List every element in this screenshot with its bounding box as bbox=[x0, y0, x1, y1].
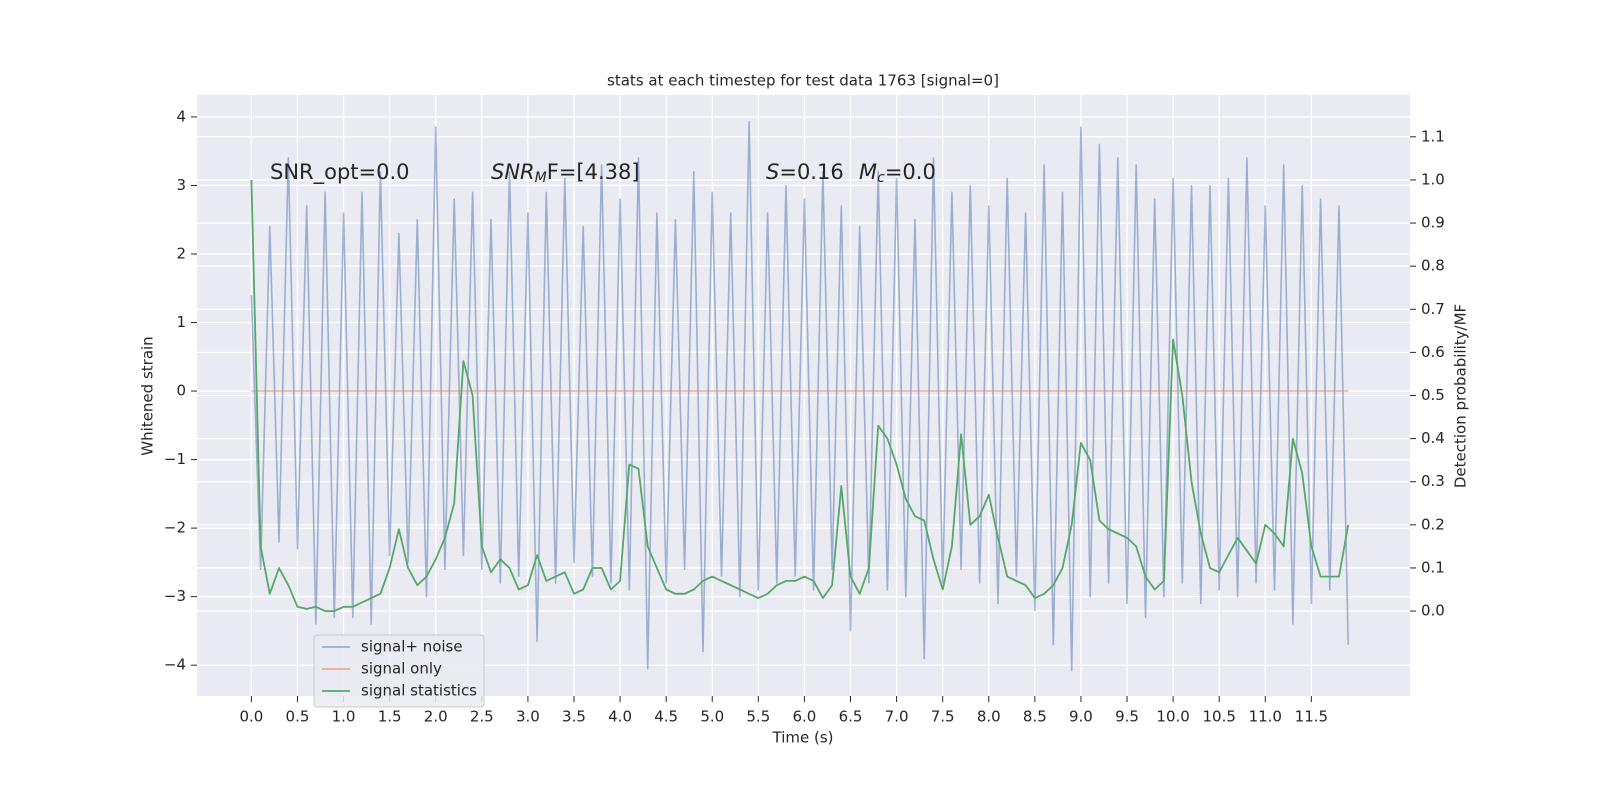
y2-tick-label: 1.1 bbox=[1421, 127, 1445, 145]
x-tick-label: 5.5 bbox=[746, 708, 770, 726]
x-tick-label: 1.0 bbox=[332, 708, 356, 726]
annotation-text: F=[4.38] bbox=[547, 160, 640, 184]
y2-axis-label: Detection probability/MF bbox=[1452, 304, 1470, 488]
x-tick-label: 6.5 bbox=[839, 708, 863, 726]
y2-tick-label: 0.5 bbox=[1421, 386, 1445, 404]
annotation-italic: M bbox=[859, 160, 877, 184]
y-tick-label: −1 bbox=[164, 450, 186, 468]
x-tick-label: 4.5 bbox=[654, 708, 678, 726]
x-tick-label: 7.0 bbox=[885, 708, 909, 726]
annotation-italic: S bbox=[766, 160, 779, 184]
x-tick-label: 3.5 bbox=[562, 708, 586, 726]
y2-tick-label: 0.7 bbox=[1421, 300, 1445, 318]
x-tick-label: 5.0 bbox=[700, 708, 724, 726]
chart-title: stats at each timestep for test data 176… bbox=[607, 72, 999, 90]
x-tick-label: 0.5 bbox=[286, 708, 310, 726]
y2-tick-label: 0.6 bbox=[1421, 343, 1445, 361]
y2-tick-label: 0.3 bbox=[1421, 472, 1445, 490]
annotation-text: =0.0 bbox=[885, 160, 936, 184]
y2-tick-label: 0.0 bbox=[1421, 602, 1445, 620]
y2-tick-label: 0.1 bbox=[1421, 558, 1445, 576]
x-tick-label: 6.0 bbox=[792, 708, 816, 726]
y-tick-label: −4 bbox=[164, 656, 186, 674]
y2-tick-label: 0.4 bbox=[1421, 429, 1445, 447]
x-axis-label: Time (s) bbox=[772, 729, 834, 747]
annotation-text: SNR_opt=0.0 bbox=[270, 160, 410, 185]
x-tick-label: 2.5 bbox=[470, 708, 494, 726]
x-tick-label: 4.0 bbox=[608, 708, 632, 726]
annotation: S=0.16 bbox=[766, 160, 844, 184]
x-tick-label: 10.5 bbox=[1202, 708, 1235, 726]
x-tick-label: 9.5 bbox=[1115, 708, 1139, 726]
x-tick-label: 3.0 bbox=[516, 708, 540, 726]
y-axis-label: Whitened strain bbox=[139, 336, 157, 455]
annotation-subscript: c bbox=[877, 170, 885, 186]
y-tick-label: 3 bbox=[176, 176, 186, 194]
legend-box bbox=[313, 634, 485, 708]
x-tick-label: 11.5 bbox=[1295, 708, 1328, 726]
y2-tick-label: 0.9 bbox=[1421, 214, 1445, 232]
x-tick-label: 8.5 bbox=[1023, 708, 1047, 726]
y2-tick-label: 0.2 bbox=[1421, 515, 1445, 533]
x-tick-label: 9.0 bbox=[1069, 708, 1093, 726]
annotation-subscript: M bbox=[535, 170, 547, 186]
marks bbox=[250, 120, 1350, 672]
annotation: Mc=0.0 bbox=[859, 160, 936, 186]
x-tick-label: 0.0 bbox=[239, 708, 263, 726]
y-tick-label: 0 bbox=[176, 382, 186, 400]
y-tick-label: −2 bbox=[164, 519, 186, 537]
series-line bbox=[250, 179, 1350, 612]
annotation-text: =0.16 bbox=[779, 160, 843, 184]
legend-label: signal+ noise bbox=[361, 638, 463, 656]
x-tick-label: 8.0 bbox=[977, 708, 1001, 726]
y-tick-label: 4 bbox=[176, 107, 186, 125]
x-tick-label: 11.0 bbox=[1249, 708, 1282, 726]
legend-label: signal statistics bbox=[361, 682, 477, 700]
annotation: SNR_opt=0.0 bbox=[270, 160, 410, 185]
x-tick-label: 7.5 bbox=[931, 708, 955, 726]
y-tick-label: 1 bbox=[176, 313, 186, 331]
annotation-italic: SNR bbox=[491, 160, 535, 184]
legend-label: signal only bbox=[361, 660, 442, 678]
x-tick-label: 1.5 bbox=[378, 708, 402, 726]
y2-tick-label: 0.8 bbox=[1421, 257, 1445, 275]
y-tick-label: 2 bbox=[176, 244, 186, 262]
y-tick-label: −3 bbox=[164, 587, 186, 605]
y2-tick-label: 1.0 bbox=[1421, 170, 1445, 188]
x-tick-label: 2.0 bbox=[424, 708, 448, 726]
annotation: SNRMF=[4.38] bbox=[491, 160, 640, 186]
x-tick-label: 10.0 bbox=[1156, 708, 1189, 726]
